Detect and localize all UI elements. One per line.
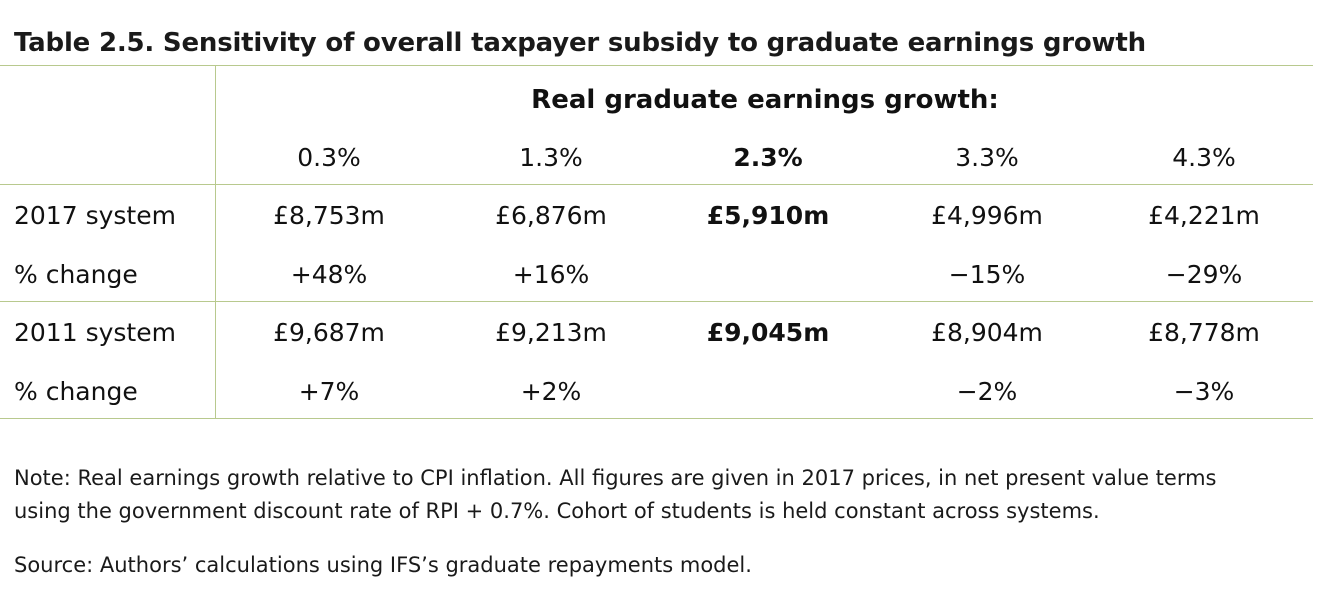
column-header: 1.3% <box>519 143 583 172</box>
rule-row-divider <box>0 301 1313 302</box>
row-label-percent-change: % change <box>14 377 138 406</box>
table-cell-change: +7% <box>298 377 360 406</box>
table-cell: £8,778m <box>1148 318 1260 347</box>
column-header-baseline: 2.3% <box>733 143 803 172</box>
row-label-percent-change: % change <box>14 260 138 289</box>
table-cell-change: +16% <box>512 260 590 289</box>
table-cell-change: −3% <box>1173 377 1235 406</box>
table-cell: £9,687m <box>273 318 385 347</box>
table-cell-baseline: £5,910m <box>706 201 830 230</box>
table-cell: £9,213m <box>495 318 607 347</box>
table-cell: £8,904m <box>931 318 1043 347</box>
table-title: Table 2.5. Sensitivity of overall taxpay… <box>14 28 1146 58</box>
column-header: 3.3% <box>955 143 1019 172</box>
table-cell: £6,876m <box>495 201 607 230</box>
column-header: 4.3% <box>1172 143 1236 172</box>
row-label-2011-system: 2011 system <box>14 318 176 347</box>
table-note: Note: Real earnings growth relative to C… <box>14 466 1217 524</box>
row-label-2017-system: 2017 system <box>14 201 176 230</box>
rule-header-bottom <box>0 184 1313 185</box>
column-header: 0.3% <box>297 143 361 172</box>
table-cell-change: +48% <box>290 260 368 289</box>
table-cell: £8,753m <box>273 201 385 230</box>
table-cell-change: −15% <box>948 260 1026 289</box>
table-cell: £4,996m <box>931 201 1043 230</box>
rule-bottom <box>0 418 1313 419</box>
rule-top <box>0 65 1313 66</box>
table-cell-change: −2% <box>956 377 1018 406</box>
rule-vertical <box>215 66 216 418</box>
table-cell-change: −29% <box>1165 260 1243 289</box>
span-header: Real graduate earnings growth: <box>531 85 999 115</box>
table-cell: £4,221m <box>1148 201 1260 230</box>
table-cell-change: +2% <box>520 377 582 406</box>
table-source: Source: Authors’ calculations using IFS’… <box>14 553 752 577</box>
table-cell-baseline: £9,045m <box>706 318 830 347</box>
